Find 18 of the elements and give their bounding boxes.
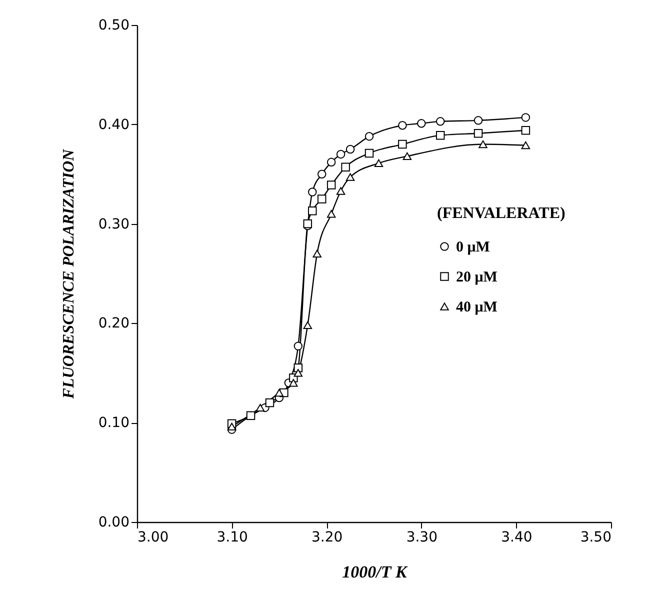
x-tick-label: 3.30	[406, 530, 438, 546]
legend-label: 20 μM	[456, 270, 498, 286]
y-axis-title: FLUORESCENCE POLARIZATION	[60, 148, 78, 400]
legend-label: 40 μM	[456, 300, 498, 316]
x-tick-label: 3.00	[138, 530, 169, 546]
y-tick-label: 0.40	[98, 116, 130, 133]
x-tick-label: 3.20	[312, 530, 343, 546]
y-tick-label: 0.20	[98, 316, 130, 332]
legend-title: (FENVALERATE)	[437, 205, 566, 222]
x-axis-title: 1000/T K	[342, 562, 409, 582]
y-tick-label: 0.50	[98, 18, 130, 34]
y-tick-label: 0.10	[98, 415, 130, 432]
x-tick-label: 3.40	[501, 530, 532, 546]
x-tick-label: 3.10	[216, 530, 248, 546]
x-tick-label: 3.50	[580, 530, 612, 546]
legend-label: 0 μM	[456, 240, 490, 256]
y-tick-label: 0.30	[98, 216, 130, 232]
y-tick-label: 0.00	[98, 514, 130, 530]
